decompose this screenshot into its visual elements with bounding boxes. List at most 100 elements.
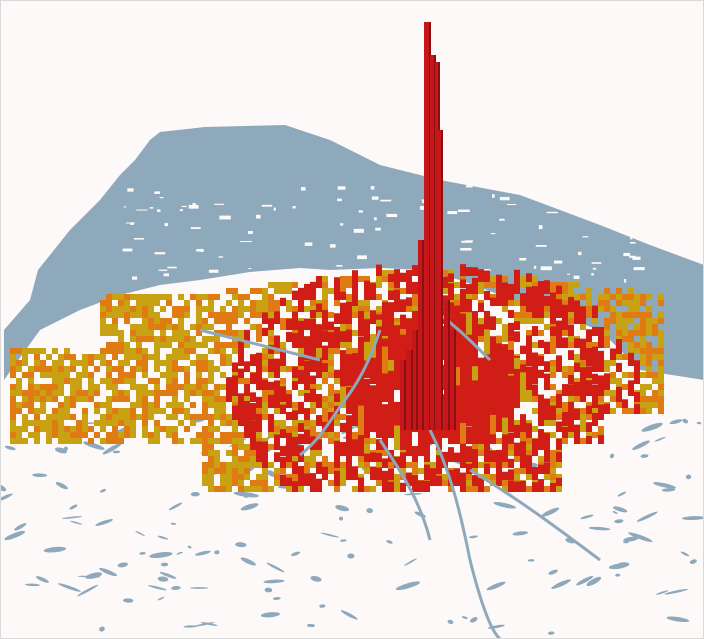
density-cell <box>154 408 160 414</box>
density-cell <box>160 342 166 348</box>
density-cell <box>172 426 178 432</box>
density-cell <box>298 338 304 348</box>
density-cell <box>172 384 178 390</box>
shore-speck <box>578 251 582 256</box>
density-cell <box>220 372 226 378</box>
density-cell <box>256 432 262 438</box>
density-cell <box>118 432 124 438</box>
density-cell <box>142 420 148 426</box>
density-cell <box>238 353 244 366</box>
density-cell <box>160 336 166 342</box>
density-cell <box>526 438 532 444</box>
density-cell <box>280 391 286 402</box>
density-cell <box>292 426 298 432</box>
density-cell <box>16 426 22 432</box>
density-cell <box>586 402 592 408</box>
density-cell <box>304 473 310 486</box>
density-cell <box>364 276 370 282</box>
density-cell <box>34 366 40 372</box>
density-cell <box>640 348 646 354</box>
density-cell <box>646 354 652 360</box>
density-cell <box>244 468 250 474</box>
density-cell <box>346 329 352 342</box>
density-cell <box>568 384 574 396</box>
density-cell <box>358 324 364 336</box>
density-cell <box>130 336 136 342</box>
density-cell <box>28 372 34 378</box>
density-cell <box>532 408 538 414</box>
density-cell <box>28 348 34 354</box>
density-cell <box>616 336 622 342</box>
density-cell <box>598 334 604 348</box>
density-cell <box>550 456 556 462</box>
water-fragment <box>615 573 621 577</box>
density-cell <box>550 288 556 294</box>
density-cell <box>538 479 544 492</box>
density-cell <box>496 461 502 474</box>
density-cell <box>76 438 82 444</box>
density-cell <box>106 312 112 318</box>
density-cell <box>262 402 268 408</box>
density-cell <box>604 342 610 348</box>
density-cell <box>340 311 346 324</box>
density-cell <box>172 438 178 444</box>
density-cell <box>544 474 550 480</box>
density-cell <box>388 468 394 480</box>
density-cell <box>496 352 502 378</box>
density-cell <box>64 426 70 432</box>
density-cell <box>298 348 304 354</box>
density-cell <box>364 396 370 420</box>
water-fragment <box>623 536 639 542</box>
density-cell <box>478 288 484 294</box>
density-cell <box>526 378 532 390</box>
density-cell <box>106 414 112 420</box>
shore-speck <box>591 273 594 276</box>
density-cell <box>652 348 658 354</box>
density-cell <box>148 432 154 438</box>
density-cell <box>220 396 226 402</box>
density-cell <box>616 340 622 354</box>
density-cell <box>328 402 334 408</box>
density-cell <box>358 479 364 492</box>
density-cell <box>238 330 244 336</box>
density-cell <box>190 336 196 342</box>
density-cell <box>268 414 274 426</box>
density-cell <box>262 441 268 450</box>
density-cell <box>76 390 82 396</box>
density-cell <box>346 387 352 414</box>
shore-speck <box>632 256 641 260</box>
density-cell <box>316 312 322 318</box>
shore-speck <box>507 203 517 206</box>
density-cell <box>352 348 358 354</box>
density-cell <box>328 390 334 396</box>
density-cell <box>238 474 244 480</box>
density-cell <box>496 454 502 468</box>
density-cell <box>106 300 112 306</box>
density-cell <box>646 324 652 330</box>
density-cell <box>424 427 430 450</box>
density-cell <box>340 372 346 396</box>
density-cell <box>328 372 334 378</box>
density-cell <box>232 450 238 456</box>
density-cell <box>316 335 322 348</box>
density-cell <box>304 408 310 420</box>
density-cell <box>616 402 622 408</box>
density-cell <box>466 312 472 342</box>
density-cell <box>646 348 652 354</box>
shore-speck <box>122 248 133 252</box>
water-fragment <box>641 422 663 432</box>
density-cell <box>538 318 544 324</box>
density-cell <box>634 370 640 384</box>
shore-speck <box>623 252 631 257</box>
shore-speck <box>499 196 510 201</box>
shore-speck <box>240 241 253 243</box>
density-cell <box>364 319 370 330</box>
density-cell <box>244 400 250 414</box>
density-cell <box>142 384 148 390</box>
density-cell <box>382 404 388 420</box>
density-cell <box>286 449 292 462</box>
density-cell <box>238 462 244 468</box>
water-fragment <box>61 516 83 519</box>
density-cell <box>436 461 442 474</box>
